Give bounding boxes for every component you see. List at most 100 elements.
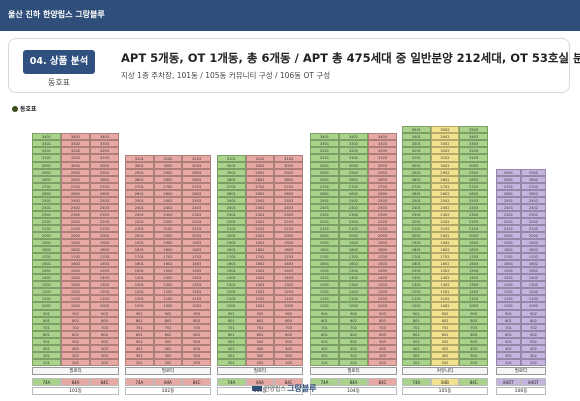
unit-cell: 2703 xyxy=(90,182,119,190)
unit-cell: 2601 xyxy=(496,189,521,197)
unit-cell: 3201 xyxy=(32,147,61,155)
unit-cell: 2903 xyxy=(90,168,119,176)
building-name: 104동 xyxy=(310,387,397,395)
unit-cell: 403 xyxy=(368,344,397,352)
unit-cell: 1802 xyxy=(153,246,183,254)
unit-cell: 2801 xyxy=(32,175,61,183)
unit-cell: 2803 xyxy=(182,175,211,183)
logo: 한양립스그랑블루 xyxy=(252,383,317,394)
unit-cell: 3101 xyxy=(310,154,339,162)
unit-cell: 1703 xyxy=(182,253,211,261)
unit-cell: 3003 xyxy=(368,161,397,169)
unit-cell: 602 xyxy=(245,330,275,338)
unit-cell: 2102 xyxy=(61,224,90,232)
unit-cell: 2602 xyxy=(521,189,546,197)
unit-cell: 1801 xyxy=(496,246,521,254)
unit-cell: 2301 xyxy=(402,210,431,218)
unit-cell: 702 xyxy=(153,323,183,331)
unit-cell: 1202 xyxy=(245,288,275,296)
unit-cell: 2501 xyxy=(125,196,154,204)
unit-cell: 2901 xyxy=(310,168,339,176)
ground-floor-label: 필로티 xyxy=(32,367,119,375)
unit-cell: 2303 xyxy=(274,210,303,218)
unit-cell: 2702 xyxy=(521,182,546,190)
unit-type-label: 74A xyxy=(402,378,431,386)
unit-cell: 3103 xyxy=(182,154,211,162)
building-5: 3501 3502 3503 3401 3402 3403 3301 3302 3303 3201… xyxy=(402,0,488,401)
unit-cell: 902 xyxy=(339,309,368,317)
unit-cell: 1301 xyxy=(402,281,431,289)
unit-cell: 2702 xyxy=(61,182,90,190)
unit-cell: 2201 xyxy=(125,217,154,225)
unit-cell: 1803 xyxy=(368,246,397,254)
unit-cell: 402 xyxy=(61,344,90,352)
unit-cell: 2601 xyxy=(125,189,154,197)
unit-cell: 2601 xyxy=(402,189,431,197)
unit-cell: 1403 xyxy=(182,274,211,282)
unit-cell: 2801 xyxy=(310,175,339,183)
unit-cell: 802 xyxy=(339,316,368,324)
unit-cell: 3402 xyxy=(430,133,460,141)
logo-mark-icon xyxy=(252,386,262,391)
unit-cell: 2801 xyxy=(496,175,521,183)
unit-cell: 1902 xyxy=(153,239,183,247)
unit-cell: 3501 xyxy=(402,126,431,134)
unit-cell: 3401 xyxy=(32,133,61,141)
unit-cell: 2003 xyxy=(459,232,488,240)
unit-cell: 1502 xyxy=(61,267,90,275)
unit-cell: 2002 xyxy=(521,232,546,240)
unit-cell: 2001 xyxy=(402,232,431,240)
unit-cell: 602 xyxy=(521,330,546,338)
unit-cell: 1602 xyxy=(430,260,460,268)
unit-cell: 1401 xyxy=(402,274,431,282)
unit-cell: 1901 xyxy=(125,239,154,247)
unit-cell: 3203 xyxy=(459,147,488,155)
unit-type-row: 74A 84A 84C xyxy=(217,378,303,386)
unit-cell: 1501 xyxy=(402,267,431,275)
unit-cell: 1902 xyxy=(521,239,546,247)
unit-cell: 703 xyxy=(368,323,397,331)
unit-cell: 601 xyxy=(496,330,521,338)
unit-cell: 1201 xyxy=(32,288,61,296)
ground-floor-label: 필로티 xyxy=(310,367,397,375)
unit-cell: 3303 xyxy=(459,140,488,148)
unit-cell: 1201 xyxy=(310,288,339,296)
unit-cell: 3403 xyxy=(368,133,397,141)
unit-cell: 2902 xyxy=(430,168,460,176)
unit-cell: 702 xyxy=(245,323,275,331)
unit-cell: 2403 xyxy=(90,203,119,211)
unit-cell: 3401 xyxy=(310,133,339,141)
unit-cell: 1102 xyxy=(61,295,90,303)
unit-cell: 701 xyxy=(496,323,521,331)
unit-type-label: 84B xyxy=(430,378,460,386)
unit-cell: 801 xyxy=(217,316,246,324)
unit-cell: 802 xyxy=(61,316,90,324)
unit-cell: 2503 xyxy=(274,196,303,204)
logo-name: 그랑블루 xyxy=(287,384,317,393)
unit-cell: 1403 xyxy=(90,274,119,282)
unit-cell: 202 xyxy=(245,358,275,366)
unit-cell: 203 xyxy=(459,358,488,366)
unit-cell: 501 xyxy=(402,337,431,345)
unit-cell: 603 xyxy=(90,330,119,338)
unit-cell: 3302 xyxy=(430,140,460,148)
unit-cell: 2603 xyxy=(182,189,211,197)
subline: 지상 1층 주차장, 101동 / 105동 커뮤니티 구성 / 106동 OT… xyxy=(121,71,331,80)
unit-cell: 801 xyxy=(402,316,431,324)
unit-cell: 1403 xyxy=(368,274,397,282)
unit-cell: 3002 xyxy=(339,161,368,169)
unit-cell: 602 xyxy=(61,330,90,338)
unit-cell: 1203 xyxy=(368,288,397,296)
unit-cell: 1503 xyxy=(90,267,119,275)
unit-cell: 1303 xyxy=(182,281,211,289)
unit-cell: 2703 xyxy=(182,182,211,190)
unit-cell: 1903 xyxy=(368,239,397,247)
unit-cell: 1803 xyxy=(459,246,488,254)
unit-type-row: 74A 84B 84C xyxy=(402,378,488,386)
unit-cell: 401 xyxy=(125,344,154,352)
unit-cell: 2402 xyxy=(245,203,275,211)
unit-cell: 2701 xyxy=(496,182,521,190)
unit-cell: 403 xyxy=(90,344,119,352)
unit-cell: 1401 xyxy=(496,274,521,282)
unit-cell: 1901 xyxy=(217,239,246,247)
